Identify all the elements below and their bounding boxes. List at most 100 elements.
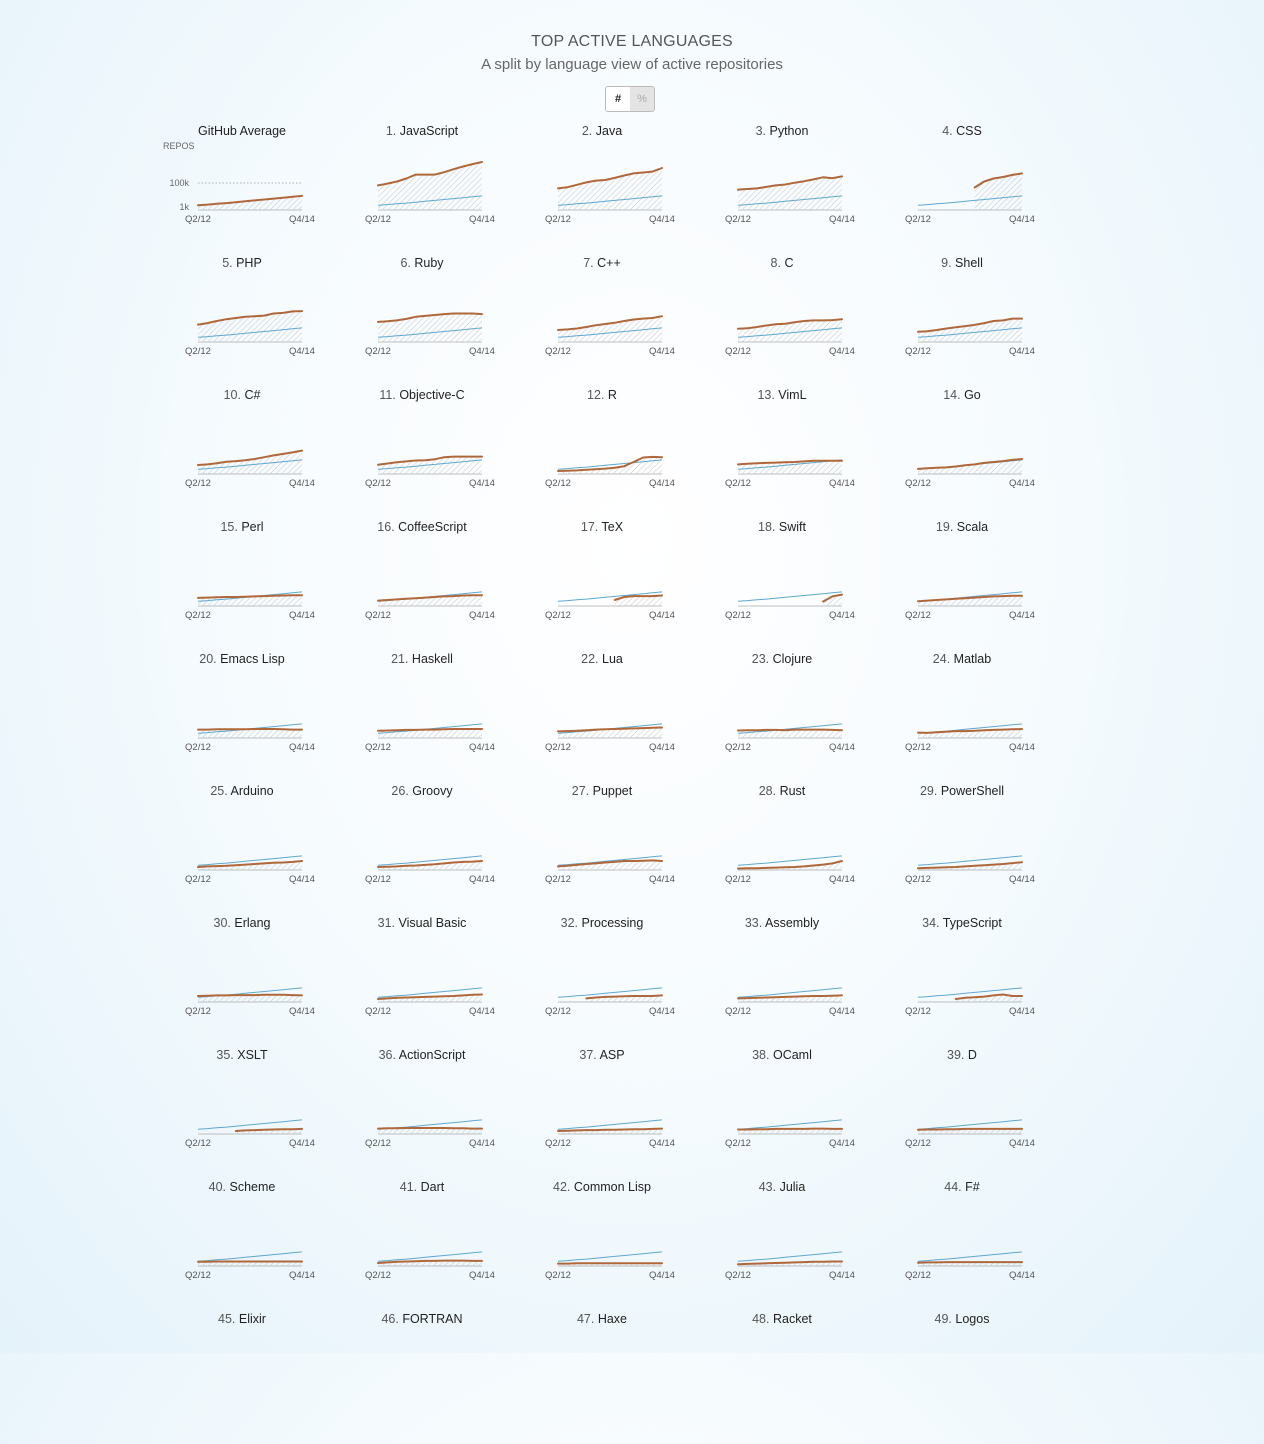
- x-tick-label: Q4/14: [469, 742, 495, 753]
- average-series-line: [198, 1252, 302, 1261]
- x-tick-label: Q4/14: [829, 1138, 855, 1149]
- average-series-line: [198, 1120, 302, 1129]
- language-panel: 46. FORTRAN: [332, 1312, 512, 1444]
- x-tick-label: Q4/14: [1009, 742, 1035, 753]
- x-tick-label: Q4/14: [469, 874, 495, 885]
- count-toggle-button[interactable]: #: [606, 87, 630, 111]
- x-tick-label: Q4/14: [289, 1006, 315, 1017]
- x-tick-label: Q4/14: [1009, 610, 1035, 621]
- x-tick-label: Q2/12: [185, 1138, 211, 1149]
- average-series-line: [918, 1252, 1022, 1261]
- panel-language-name: Logos: [955, 1312, 989, 1326]
- language-series-line: [198, 995, 302, 996]
- page-title: TOP ACTIVE LANGUAGES: [0, 33, 1264, 51]
- language-series-line: [378, 1128, 482, 1129]
- panel-language-name: Elixir: [239, 1312, 266, 1326]
- language-panel: 45. Elixir: [152, 1312, 332, 1444]
- panel-language-name: Haxe: [598, 1312, 627, 1326]
- x-tick-label: Q2/12: [365, 1138, 391, 1149]
- x-tick-label: Q4/14: [469, 1138, 495, 1149]
- y-tick-label: 100k: [169, 178, 189, 188]
- percent-toggle-button[interactable]: %: [630, 87, 654, 111]
- x-tick-label: Q2/12: [365, 346, 391, 357]
- x-tick-label: Q4/14: [1009, 1138, 1035, 1149]
- x-tick-label: Q4/14: [1009, 1270, 1035, 1281]
- series-area: [378, 162, 482, 210]
- series-area: [738, 176, 842, 210]
- x-tick-label: Q4/14: [649, 874, 675, 885]
- x-tick-label: Q4/14: [1009, 1006, 1035, 1017]
- x-tick-label: Q4/14: [469, 346, 495, 357]
- x-tick-label: Q4/14: [289, 742, 315, 753]
- x-tick-label: Q2/12: [905, 346, 931, 357]
- x-tick-label: Q2/12: [725, 478, 751, 489]
- panel-rank: 49.: [935, 1312, 956, 1326]
- x-tick-label: Q2/12: [365, 610, 391, 621]
- series-area: [378, 314, 482, 343]
- x-tick-label: Q2/12: [545, 610, 571, 621]
- x-tick-label: Q4/14: [649, 610, 675, 621]
- panel-title: 45. Elixir: [152, 1312, 332, 1326]
- x-tick-label: Q2/12: [545, 346, 571, 357]
- x-tick-label: Q2/12: [545, 1270, 571, 1281]
- x-tick-label: Q2/12: [185, 874, 211, 885]
- x-tick-label: Q2/12: [185, 610, 211, 621]
- average-series-line: [558, 1252, 662, 1261]
- x-tick-label: Q4/14: [649, 1270, 675, 1281]
- x-tick-label: Q4/14: [649, 1138, 675, 1149]
- x-tick-label: Q2/12: [365, 214, 391, 225]
- panel-rank: 46.: [381, 1312, 402, 1326]
- y-tick-label: 1k: [179, 202, 189, 212]
- x-tick-label: Q4/14: [829, 1006, 855, 1017]
- x-tick-label: Q2/12: [545, 214, 571, 225]
- x-tick-label: Q4/14: [469, 214, 495, 225]
- language-series-line: [198, 729, 302, 730]
- x-tick-label: Q4/14: [1009, 214, 1035, 225]
- average-series-line: [918, 1120, 1022, 1129]
- x-tick-label: Q4/14: [289, 1138, 315, 1149]
- x-tick-label: Q4/14: [469, 478, 495, 489]
- x-tick-label: Q2/12: [905, 610, 931, 621]
- x-tick-label: Q4/14: [1009, 478, 1035, 489]
- sparkline-chart: Q2/12 Q4/14: [332, 256, 512, 366]
- panel-rank: 48.: [752, 1312, 773, 1326]
- average-series-line: [738, 1252, 842, 1261]
- sparkline-chart: Q2/12 Q4/14: [152, 1048, 332, 1158]
- x-tick-label: Q4/14: [469, 1270, 495, 1281]
